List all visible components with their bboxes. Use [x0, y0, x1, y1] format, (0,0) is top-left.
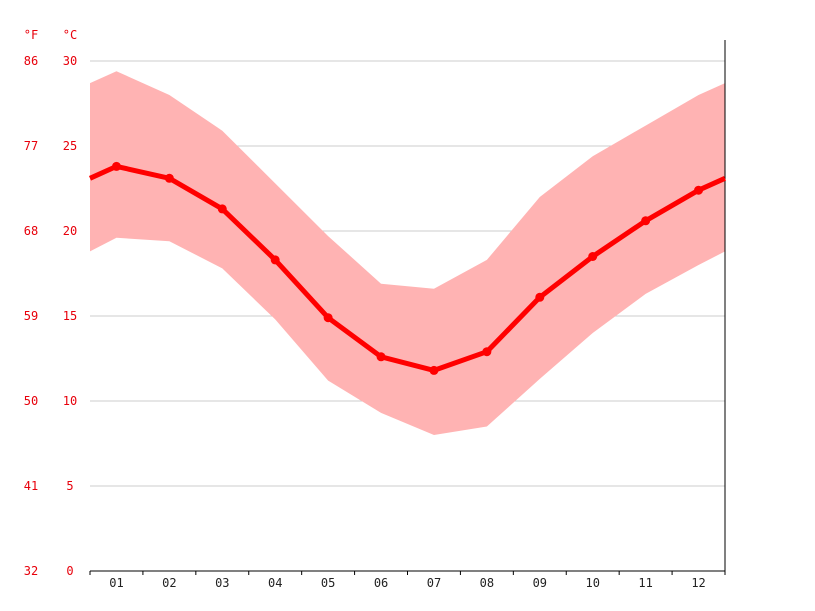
y-tick-label-f: 50	[24, 394, 38, 408]
data-point	[270, 255, 280, 265]
data-point	[323, 313, 333, 323]
data-points	[111, 161, 704, 375]
x-tick-label: 11	[638, 576, 652, 590]
y-tick-label-f: 41	[24, 479, 38, 493]
x-tick-label: 03	[215, 576, 229, 590]
y-tick-label-f: 86	[24, 54, 38, 68]
y-tick-label-f: 68	[24, 224, 38, 238]
x-tick-label: 04	[268, 576, 282, 590]
data-point	[217, 204, 227, 214]
data-point	[641, 216, 651, 226]
average-temperature-line	[88, 163, 727, 373]
x-tick-label: 10	[585, 576, 599, 590]
data-point	[482, 347, 492, 357]
y-tick-label-f: 59	[24, 309, 38, 323]
y-axis-labels: 32 0 41 5 50 10 59 15 68 20 77 25 86 30	[24, 54, 77, 578]
y-tick-label-c: 20	[63, 224, 77, 238]
y-tick-label-c: 25	[63, 139, 77, 153]
x-axis-labels: 01 02 03 04 05 06 07 08 09 10 11 12	[109, 576, 706, 590]
y-tick-label-c: 30	[63, 54, 77, 68]
x-tick-label: 05	[321, 576, 335, 590]
x-tick-label: 02	[162, 576, 176, 590]
data-point	[111, 161, 121, 171]
x-tick-label: 08	[480, 576, 494, 590]
data-point	[164, 173, 174, 183]
x-tick-label: 06	[374, 576, 388, 590]
y-tick-label-c: 0	[66, 564, 73, 578]
y-tick-label-f: 77	[24, 139, 38, 153]
celsius-unit-label: °C	[63, 28, 77, 42]
x-tick-label: 01	[109, 576, 123, 590]
data-point	[429, 365, 439, 375]
y-tick-label-c: 15	[63, 309, 77, 323]
x-tick-label: 07	[427, 576, 441, 590]
x-tick-label: 09	[533, 576, 547, 590]
axes-frame	[89, 40, 726, 575]
data-point	[694, 185, 704, 195]
data-point	[535, 292, 545, 302]
x-tick-label: 12	[691, 576, 705, 590]
y-tick-label-f: 32	[24, 564, 38, 578]
data-point	[588, 252, 598, 261]
fahrenheit-unit-label: °F	[24, 28, 38, 42]
temperature-range-band	[90, 71, 725, 435]
y-tick-label-c: 10	[63, 394, 77, 408]
y-tick-label-c: 5	[66, 479, 73, 493]
data-point	[376, 352, 386, 362]
